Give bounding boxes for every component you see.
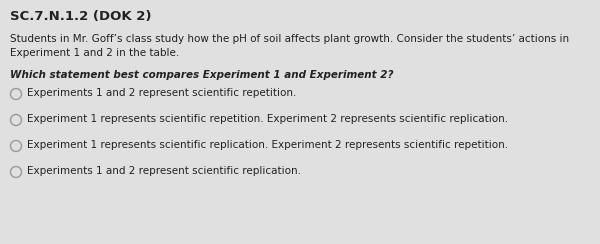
Text: SC.7.N.1.2 (DOK 2): SC.7.N.1.2 (DOK 2) bbox=[10, 10, 151, 23]
Text: Experiments 1 and 2 represent scientific repetition.: Experiments 1 and 2 represent scientific… bbox=[27, 88, 296, 98]
Text: Experiments 1 and 2 represent scientific replication.: Experiments 1 and 2 represent scientific… bbox=[27, 166, 301, 176]
Text: Students in Mr. Goff’s class study how the pH of soil affects plant growth. Cons: Students in Mr. Goff’s class study how t… bbox=[10, 34, 569, 58]
Text: Experiment 1 represents scientific repetition. Experiment 2 represents scientifi: Experiment 1 represents scientific repet… bbox=[27, 114, 508, 124]
Text: Experiment 1 represents scientific replication. Experiment 2 represents scientif: Experiment 1 represents scientific repli… bbox=[27, 140, 508, 150]
Text: Which statement best compares Experiment 1 and Experiment 2?: Which statement best compares Experiment… bbox=[10, 70, 394, 80]
